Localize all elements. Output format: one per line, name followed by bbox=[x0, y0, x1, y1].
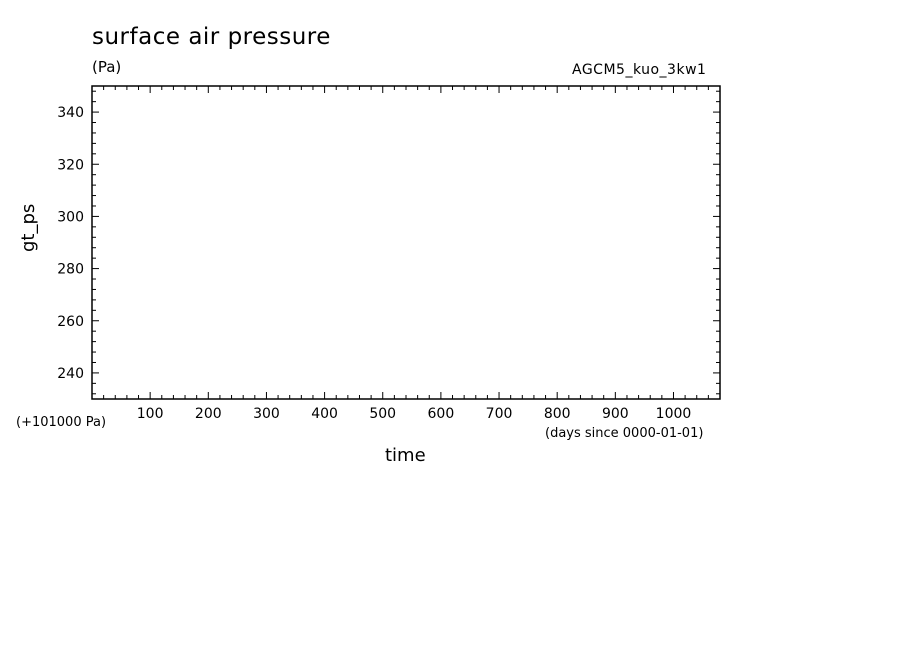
x-tick-label: 1000 bbox=[656, 406, 692, 422]
x-units-label: (days since 0000-01-01) bbox=[545, 426, 704, 441]
x-tick-label: 400 bbox=[311, 406, 338, 422]
x-tick-label: 100 bbox=[137, 406, 164, 422]
x-tick-label: 300 bbox=[253, 406, 280, 422]
y-tick-label: 340 bbox=[57, 105, 84, 121]
y-tick-label: 240 bbox=[57, 366, 84, 382]
units-label: (Pa) bbox=[92, 58, 122, 76]
x-tick-label: 500 bbox=[369, 406, 396, 422]
tick-labels: 100 200 300 400 500 600 700 800 900 1000 240 260 280… bbox=[57, 105, 691, 422]
x-axis-label: time bbox=[385, 445, 426, 466]
y-tick-label: 300 bbox=[57, 209, 84, 225]
run-name-label: AGCM5_kuo_3kw1 bbox=[572, 62, 707, 78]
y-offset-label: (+101000 Pa) bbox=[16, 415, 107, 430]
x-tick-label: 200 bbox=[195, 406, 222, 422]
axis-ticks bbox=[92, 86, 720, 399]
y-tick-label: 280 bbox=[57, 262, 84, 278]
x-tick-label: 600 bbox=[428, 406, 455, 422]
y-tick-label: 320 bbox=[57, 157, 84, 173]
y-tick-label: 260 bbox=[57, 314, 84, 330]
x-tick-label: 800 bbox=[544, 406, 571, 422]
chart-title: surface air pressure bbox=[92, 24, 331, 50]
plot-frame bbox=[91, 85, 721, 400]
x-tick-label: 900 bbox=[602, 406, 629, 422]
x-tick-label: 700 bbox=[486, 406, 513, 422]
